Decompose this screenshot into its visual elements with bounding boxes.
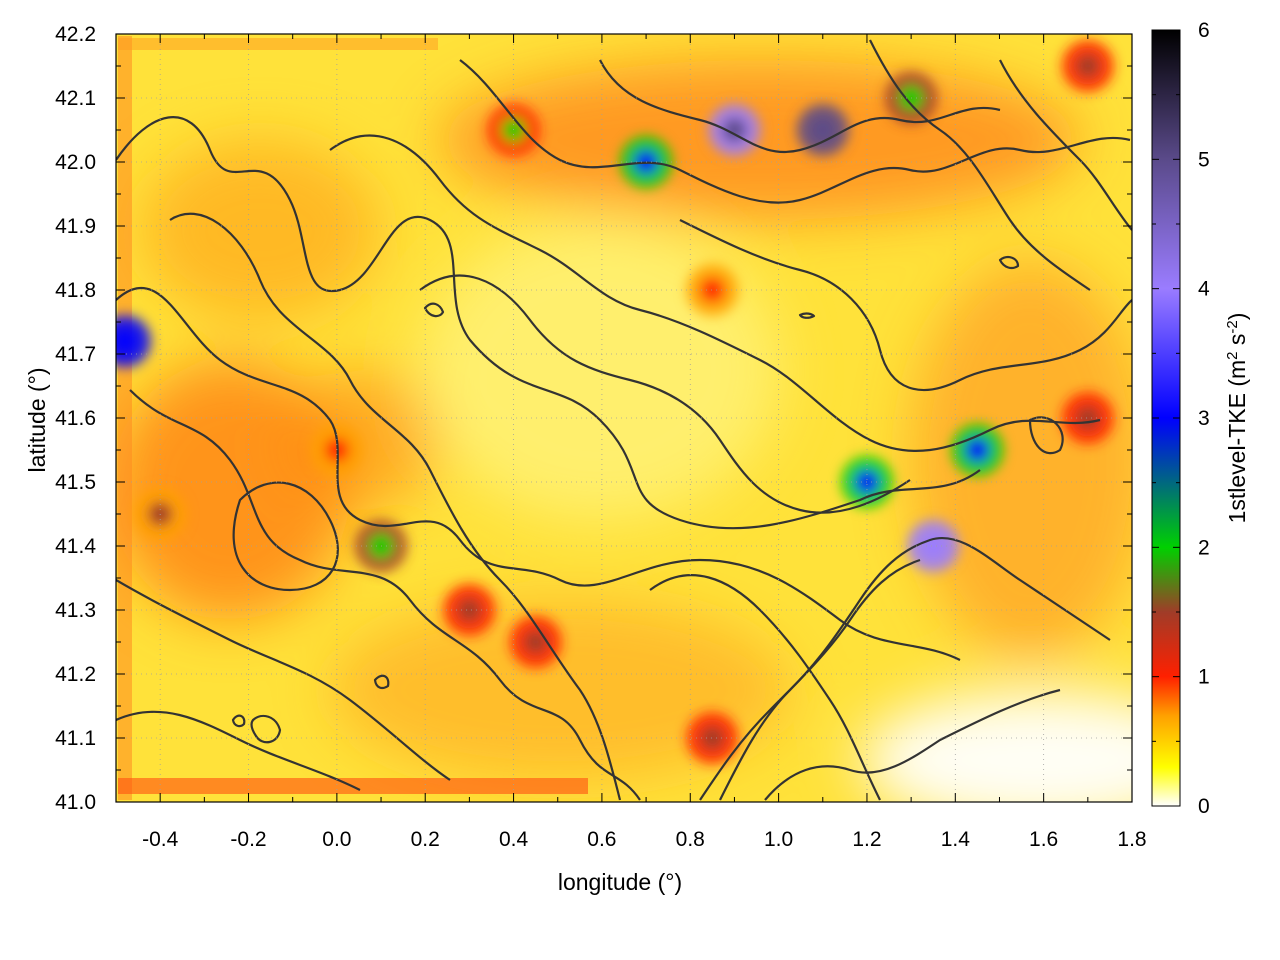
x-tick-label-9: 1.4 <box>941 828 971 851</box>
hotspot-core-17 <box>1075 406 1100 430</box>
contour-line <box>869 39 1091 291</box>
terrain-contours <box>116 39 1132 801</box>
contour-line <box>999 59 1132 231</box>
x-tick-label-1: -0.2 <box>230 828 266 851</box>
colorbar-tick-label-0: 0 <box>1198 795 1210 818</box>
x-tick-label-3: 0.2 <box>411 828 440 851</box>
x-tick-label-10: 1.6 <box>1029 828 1058 851</box>
contour-line <box>129 389 641 801</box>
contour-line <box>679 219 1132 392</box>
contour-line <box>419 274 911 514</box>
axis-ticks <box>115 33 1133 803</box>
colorbar-tick-labels: 0 1 2 3 4 5 6 <box>1198 19 1210 818</box>
x-tick-label-0: -0.4 <box>142 828 179 851</box>
colorbar-tick-label-4: 4 <box>1198 278 1210 301</box>
hotspot-core-10 <box>457 598 482 622</box>
hotspot-core-11 <box>523 630 548 654</box>
contour-line <box>649 574 881 801</box>
hotspot-core-12 <box>700 726 725 750</box>
y-tick-label-11: 42.1 <box>55 87 96 110</box>
cool-region-southeast <box>860 690 1132 802</box>
x-tick-label-6: 0.8 <box>676 828 705 851</box>
contour-line <box>169 212 622 801</box>
x-tick-label-2: 0.0 <box>322 828 351 851</box>
x-tick-label-11: 1.8 <box>1117 828 1146 851</box>
hotspot-core-5 <box>1075 54 1100 78</box>
y-tick-label-8: 41.8 <box>55 279 96 302</box>
heatmap-hotspots <box>116 40 1114 764</box>
colorbar-title-end: ) <box>1224 313 1250 321</box>
contour-line <box>459 59 1131 204</box>
y-tick-label-12: 42.2 <box>55 23 96 46</box>
x-tick-label-8: 1.2 <box>852 828 881 851</box>
contour-line <box>699 558 921 801</box>
contour-line <box>116 116 981 530</box>
colorbar-title-sup-1: 2 <box>1224 351 1241 359</box>
plot-area <box>116 34 1132 802</box>
contour-line <box>250 714 282 744</box>
y-tick-labels: 41.0 41.1 41.2 41.3 41.4 41.5 41.6 41.7 41.8 41.9… <box>55 23 96 814</box>
colorbar-tick-label-3: 3 <box>1198 407 1210 430</box>
x-tick-label-5: 0.6 <box>587 828 616 851</box>
heat-region-east <box>910 260 1132 660</box>
colorbar-title: 1stlevel-TKE (m2 s-2) <box>1224 313 1251 524</box>
contour-line <box>1028 416 1064 455</box>
domain-edge-north <box>118 38 438 50</box>
x-tick-label-7: 1.0 <box>764 828 793 851</box>
x-tick-labels: -0.4 -0.2 0.0 0.2 0.4 0.6 0.8 1.0 1.2 1.4 1.6 1.8 <box>142 828 1147 851</box>
y-tick-label-3: 41.3 <box>55 599 96 622</box>
hotspot-core-6 <box>965 438 990 462</box>
y-tick-label-7: 41.7 <box>55 343 96 366</box>
y-axis-title: latitude (°) <box>24 367 50 472</box>
colorbar-title-mid: s <box>1224 334 1250 352</box>
colorbar-ticks <box>1152 29 1180 807</box>
y-tick-label-2: 41.2 <box>55 663 96 686</box>
heat-region-south <box>330 600 790 780</box>
heat-region-northwest <box>140 140 380 320</box>
y-tick-label-1: 41.1 <box>55 727 96 750</box>
colorbar-tick-label-5: 5 <box>1198 148 1210 171</box>
colorbar-title-main: 1stlevel-TKE (m <box>1224 360 1250 524</box>
hotspot-core-16 <box>700 278 725 302</box>
contour-line <box>116 286 961 661</box>
cool-region-center <box>420 220 780 520</box>
hotspot-core-13 <box>116 329 137 354</box>
contour-line <box>998 256 1020 270</box>
colorbar-title-sup-2: -2 <box>1224 320 1241 333</box>
colorbar-tick-label-6: 6 <box>1198 19 1210 42</box>
y-tick-label-0: 41.0 <box>55 791 96 814</box>
contour-line <box>231 714 246 728</box>
contour-line <box>373 674 390 690</box>
contour-line <box>599 59 1001 153</box>
contour-line <box>764 688 1061 801</box>
colorbar-tick-label-1: 1 <box>1198 666 1210 689</box>
x-tick-label-4: 0.4 <box>499 828 529 851</box>
contour-line <box>423 302 445 318</box>
contour-line <box>798 312 816 319</box>
plot-border <box>115 33 1133 803</box>
y-tick-label-9: 41.9 <box>55 215 96 238</box>
y-tick-label-10: 42.0 <box>55 151 96 174</box>
contour-line <box>329 134 1101 452</box>
contour-line <box>232 481 339 592</box>
hotspot-core-2 <box>722 118 747 142</box>
plot-grid <box>116 34 1132 802</box>
colorbar-tick-label-2: 2 <box>1198 536 1210 559</box>
y-tick-label-4: 41.4 <box>55 535 96 558</box>
contour-line <box>719 537 1111 801</box>
contour-line <box>116 579 451 781</box>
hotspot-core-3 <box>810 118 835 142</box>
x-axis-title: longitude (°) <box>558 869 682 895</box>
y-tick-label-5: 41.5 <box>55 471 96 494</box>
contour-line <box>116 710 361 791</box>
y-tick-label-6: 41.6 <box>55 407 96 430</box>
